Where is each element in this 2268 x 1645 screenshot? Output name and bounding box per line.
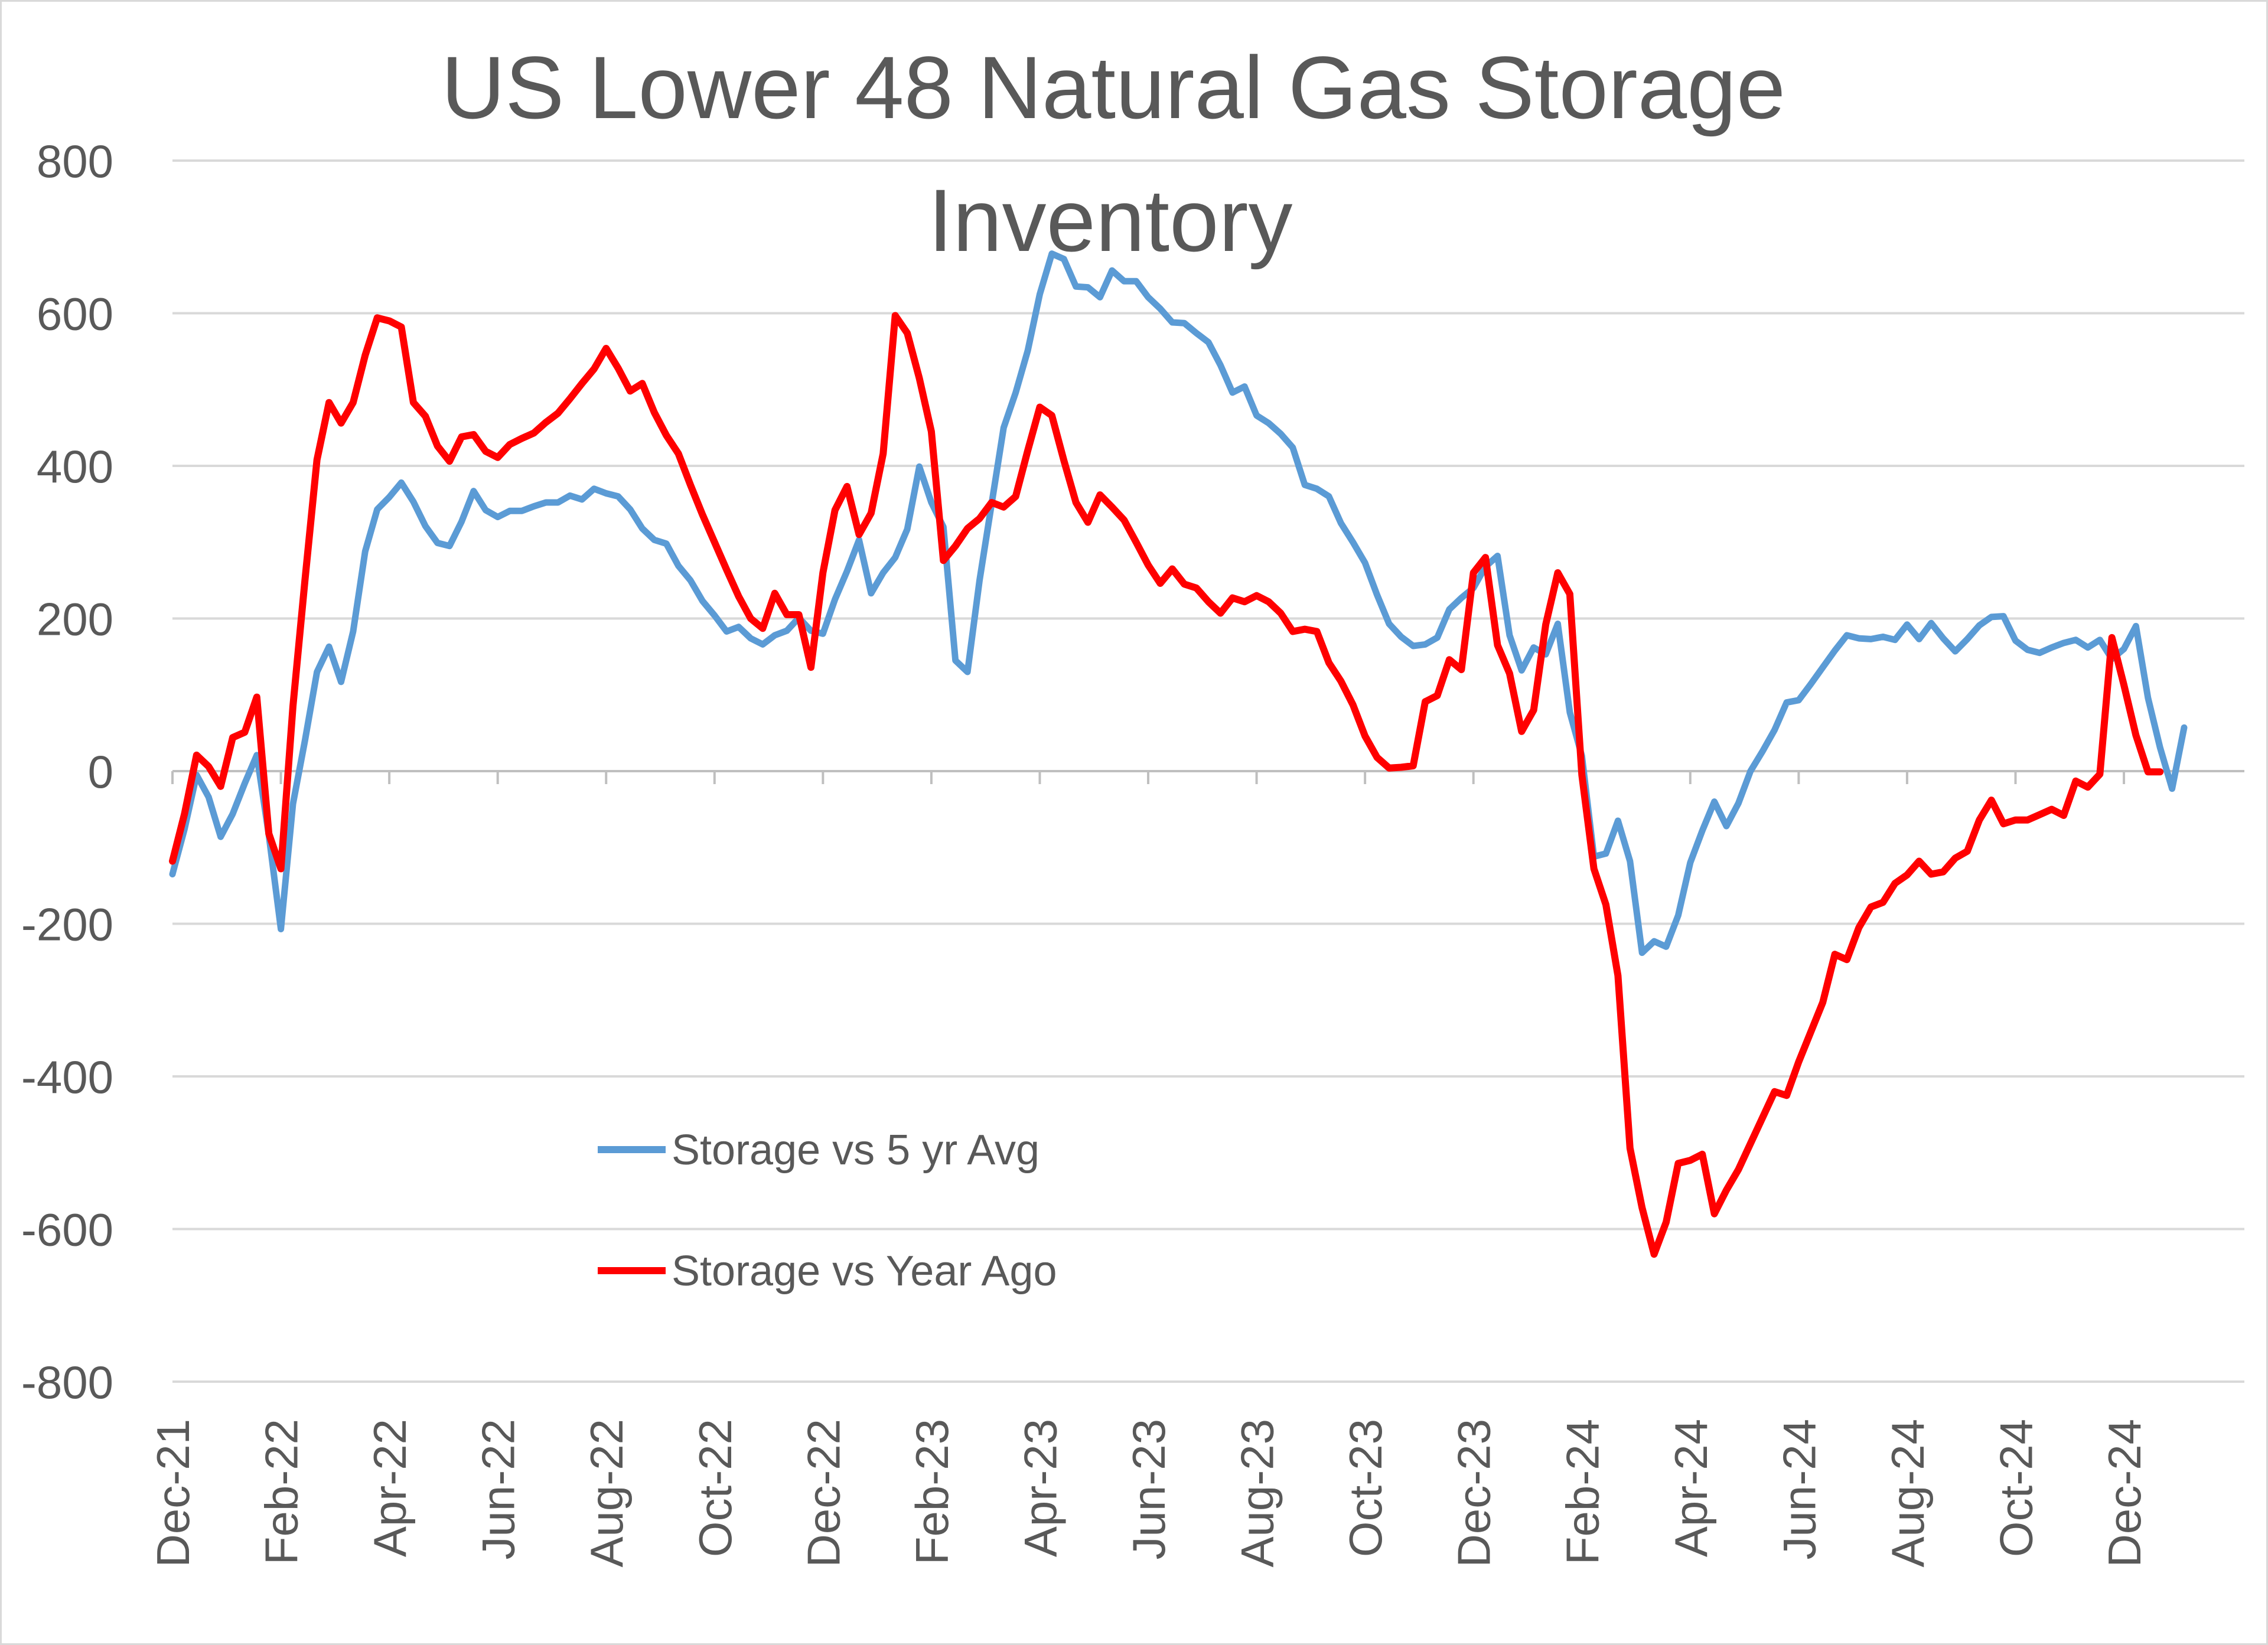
y-tick-label: -800 (21, 1356, 113, 1408)
x-tick-label: Aug-24 (1882, 1419, 1934, 1568)
legend-label-5yr-avg: Storage vs 5 yr Avg (672, 1127, 1040, 1174)
x-tick-label: Jun-24 (1773, 1419, 1825, 1560)
x-tick-label: Apr-22 (364, 1419, 416, 1557)
y-tick-label: 600 (37, 288, 113, 340)
chart-title-line2: Inventory (928, 171, 1293, 270)
y-tick-label: -200 (21, 899, 113, 951)
y-tick-label: 0 (88, 746, 113, 798)
x-tick-label: Feb-23 (906, 1419, 958, 1565)
x-tick-label: Jun-23 (1123, 1419, 1175, 1560)
y-tick-label: -600 (21, 1204, 113, 1256)
x-tick-label: Aug-23 (1231, 1419, 1283, 1568)
y-tick-label: -400 (21, 1051, 113, 1103)
x-tick-label: Apr-24 (1665, 1419, 1717, 1557)
x-tick-label: Aug-22 (581, 1419, 633, 1568)
x-tick-label: Dec-24 (2098, 1419, 2150, 1567)
chart-title-line1: US Lower 48 Natural Gas Storage (441, 38, 1785, 137)
y-tick-label: 400 (37, 440, 113, 492)
x-tick-label: Dec-21 (147, 1419, 199, 1567)
x-tick-label: Dec-22 (797, 1419, 849, 1567)
legend: Storage vs 5 yr Avg Storage vs Year Ago (598, 1127, 1057, 1295)
x-tick-label: Oct-24 (1990, 1419, 2042, 1557)
x-axis: Dec-21 Feb-22 Apr-22 Jun-22 Aug-22 Oct-22 Dec-… (147, 770, 2244, 1568)
x-tick-label: Jun-22 (472, 1419, 524, 1560)
x-tick-label: Oct-23 (1340, 1419, 1392, 1557)
x-tick-label: Dec-23 (1448, 1419, 1500, 1567)
y-axis-tick-labels: 800 600 400 200 0 -200 -400 -600 -800 (21, 135, 113, 1408)
legend-label-year-ago: Storage vs Year Ago (672, 1248, 1057, 1295)
series-line-5yr-avg (169, 250, 2188, 957)
y-tick-label: 800 (37, 135, 113, 187)
x-tick-label: Feb-22 (256, 1419, 308, 1565)
x-tick-label: Oct-22 (689, 1419, 741, 1557)
series-lines (169, 250, 2188, 1258)
x-tick-label: Apr-23 (1014, 1419, 1066, 1557)
series-line-year-ago (169, 312, 2164, 1258)
y-tick-label: 200 (37, 593, 113, 645)
x-tick-label: Feb-24 (1556, 1419, 1608, 1565)
gridlines (172, 159, 2244, 1383)
